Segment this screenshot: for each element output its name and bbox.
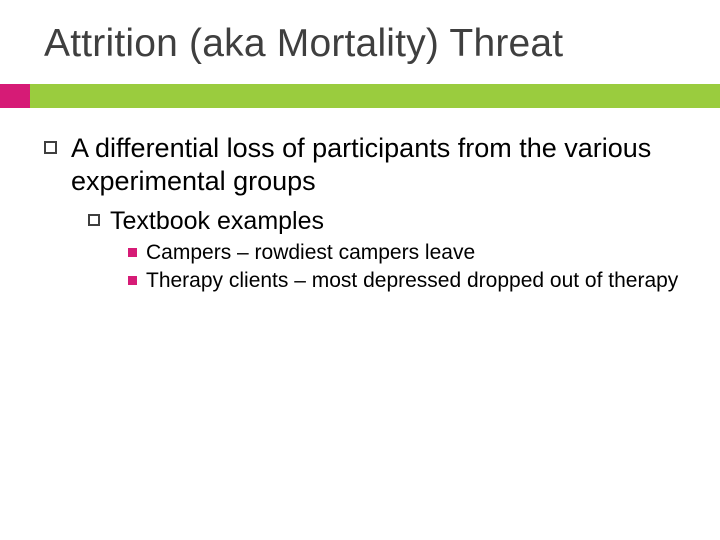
bullet-level1: A differential loss of participants from… — [44, 132, 680, 198]
bullet-level2: Textbook examples — [88, 206, 680, 236]
bullet-level3-text: Therapy clients – most depressed dropped… — [146, 268, 678, 294]
content-area: A differential loss of participants from… — [44, 132, 680, 294]
slide: Attrition (aka Mortality) Threat A diffe… — [0, 0, 720, 540]
square-filled-bullet-icon — [128, 248, 137, 257]
bullet-level3: Therapy clients – most depressed dropped… — [128, 268, 680, 294]
accent-bar-left — [0, 84, 30, 108]
bullet-level3-text: Campers – rowdiest campers leave — [146, 240, 475, 266]
accent-bar-right — [30, 84, 720, 108]
accent-bar — [0, 84, 720, 108]
bullet-level2-text: Textbook examples — [110, 206, 324, 236]
slide-title: Attrition (aka Mortality) Threat — [44, 22, 690, 66]
bullet-level3: Campers – rowdiest campers leave — [128, 240, 680, 266]
square-filled-bullet-icon — [128, 276, 137, 285]
square-outline-bullet-icon — [88, 214, 100, 226]
bullet-level1-text: A differential loss of participants from… — [71, 132, 680, 198]
square-outline-bullet-icon — [44, 141, 57, 154]
